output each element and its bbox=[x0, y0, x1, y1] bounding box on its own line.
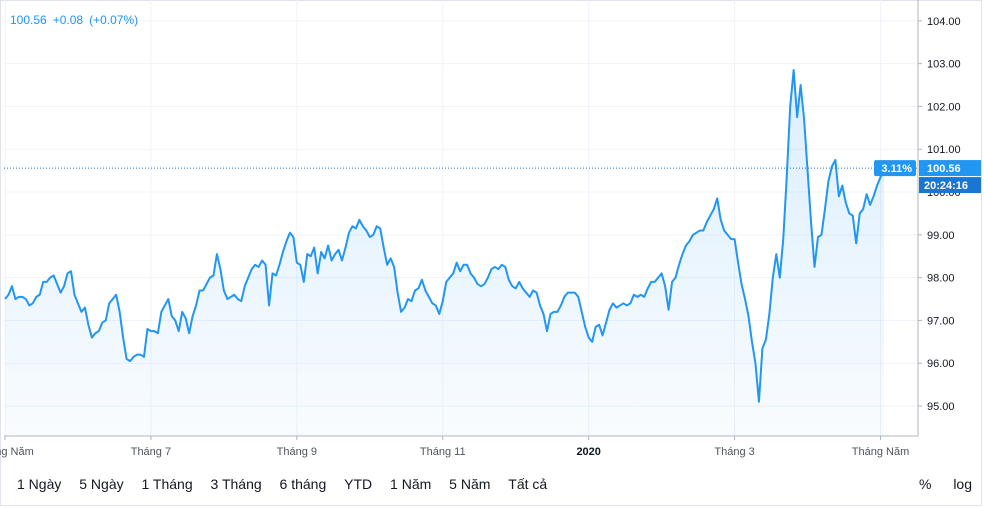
range-1-day-button[interactable]: 1 Ngày bbox=[17, 476, 62, 492]
price-labels: 3.11% 100.56 20:24:16 bbox=[4, 160, 981, 194]
y-tick-label: 97.00 bbox=[927, 315, 955, 327]
x-tick-label: Tháng Năm bbox=[852, 446, 909, 458]
price-line[interactable] bbox=[4, 69, 885, 403]
range-5-year-button[interactable]: 5 Năm bbox=[449, 476, 491, 492]
pct-label: 3.11% bbox=[881, 163, 912, 175]
price-line-group bbox=[4, 69, 885, 403]
y-tick-label: 98.00 bbox=[927, 273, 955, 285]
quote-header: 100.56 +0.08 (+0.07%) bbox=[10, 13, 144, 27]
price-label: 100.56 bbox=[927, 163, 961, 175]
range-ytd-button[interactable]: YTD bbox=[344, 476, 373, 492]
header-price: 100.56 bbox=[10, 13, 47, 27]
x-tick-label: Tháng 11 bbox=[420, 446, 466, 458]
time-label: 20:24:16 bbox=[924, 180, 968, 192]
x-tick-label: 2020 bbox=[576, 446, 600, 458]
header-change-pct: (+0.07%) bbox=[89, 13, 139, 27]
percent-scale-toggle[interactable]: % bbox=[918, 476, 932, 492]
grid-lines bbox=[4, 0, 918, 436]
y-axis-ticks: 95.0096.0097.0098.0099.00100.00101.00102… bbox=[927, 16, 961, 413]
x-tick-label: Tháng Năm bbox=[0, 446, 34, 458]
range-all-button[interactable]: Tất cả bbox=[508, 476, 548, 492]
y-tick-label: 96.00 bbox=[927, 358, 955, 370]
y-tick-label: 101.00 bbox=[927, 144, 961, 156]
x-tick-label: Tháng 3 bbox=[714, 446, 754, 458]
y-tick-label: 95.00 bbox=[927, 401, 955, 413]
price-label-box bbox=[919, 160, 981, 177]
y-tick-label: 102.00 bbox=[927, 101, 961, 113]
axes bbox=[4, 0, 922, 440]
log-scale-toggle[interactable]: log bbox=[953, 476, 972, 492]
range-5-day-button[interactable]: 5 Ngày bbox=[79, 476, 124, 492]
range-1-year-button[interactable]: 1 Năm bbox=[390, 476, 432, 492]
header-change: +0.08 bbox=[52, 13, 84, 27]
time-label-box bbox=[919, 177, 981, 194]
area-fill bbox=[5, 70, 884, 436]
y-tick-label: 104.00 bbox=[927, 16, 961, 28]
range-selector: 1 Ngày 5 Ngày 1 Tháng 3 Tháng 6 tháng YT… bbox=[10, 476, 554, 492]
range-3-month-button[interactable]: 3 Tháng bbox=[210, 476, 262, 492]
y-tick-label: 99.00 bbox=[927, 230, 955, 242]
y-tick-label: 103.00 bbox=[927, 59, 961, 71]
pct-label-box bbox=[874, 160, 916, 177]
x-axis-ticks: Tháng Năm Tháng 7 Tháng 9 Tháng 11 2020 Tháng… bbox=[0, 446, 909, 458]
range-1-month-button[interactable]: 1 Tháng bbox=[141, 476, 193, 492]
range-6-month-button[interactable]: 6 tháng bbox=[279, 476, 327, 492]
area-fill-group bbox=[5, 70, 884, 436]
x-tick-label: Tháng 7 bbox=[131, 446, 171, 458]
x-tick-label: Tháng 9 bbox=[277, 446, 317, 458]
scale-options: % log bbox=[901, 476, 972, 492]
